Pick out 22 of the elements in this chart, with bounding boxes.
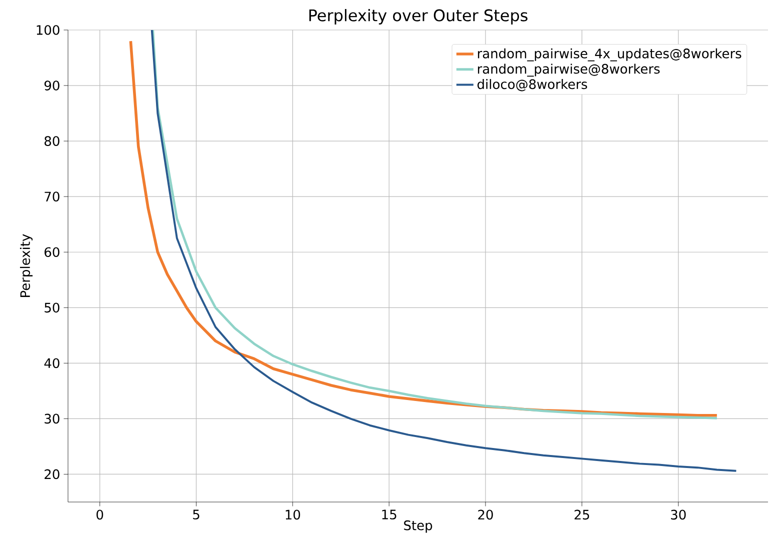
chart-title: Perplexity over Outer Steps — [309, 9, 528, 24]
y-tick-label: 80 — [44, 136, 60, 146]
y-tick-label: 70 — [44, 192, 60, 202]
x-tick-label: 30 — [671, 510, 686, 520]
y-tick-label: 40 — [44, 358, 60, 368]
legend-label: diloco@8workers — [478, 79, 588, 92]
y-axis-title: Perplexity — [20, 234, 33, 297]
y-tick-label: 30 — [44, 414, 60, 424]
x-tick-label: 20 — [478, 510, 493, 520]
y-tick-label: 90 — [44, 80, 60, 90]
x-tick-label: 0 — [96, 510, 104, 520]
y-tick-label: 50 — [44, 302, 60, 313]
legend-label: random_pairwise@8workers — [478, 64, 660, 77]
x-axis-title: Step — [404, 520, 432, 533]
y-tick-label: 60 — [44, 247, 60, 258]
x-tick-label: 25 — [574, 510, 590, 520]
y-tick-label: 100 — [36, 25, 60, 35]
x-tick-label: 5 — [193, 510, 200, 520]
legend-label: random_pairwise_4x_updates@8workers — [478, 48, 742, 62]
y-tick-label: 20 — [44, 469, 60, 480]
x-tick-label: 10 — [286, 510, 300, 520]
x-tick-label: 15 — [382, 510, 396, 520]
